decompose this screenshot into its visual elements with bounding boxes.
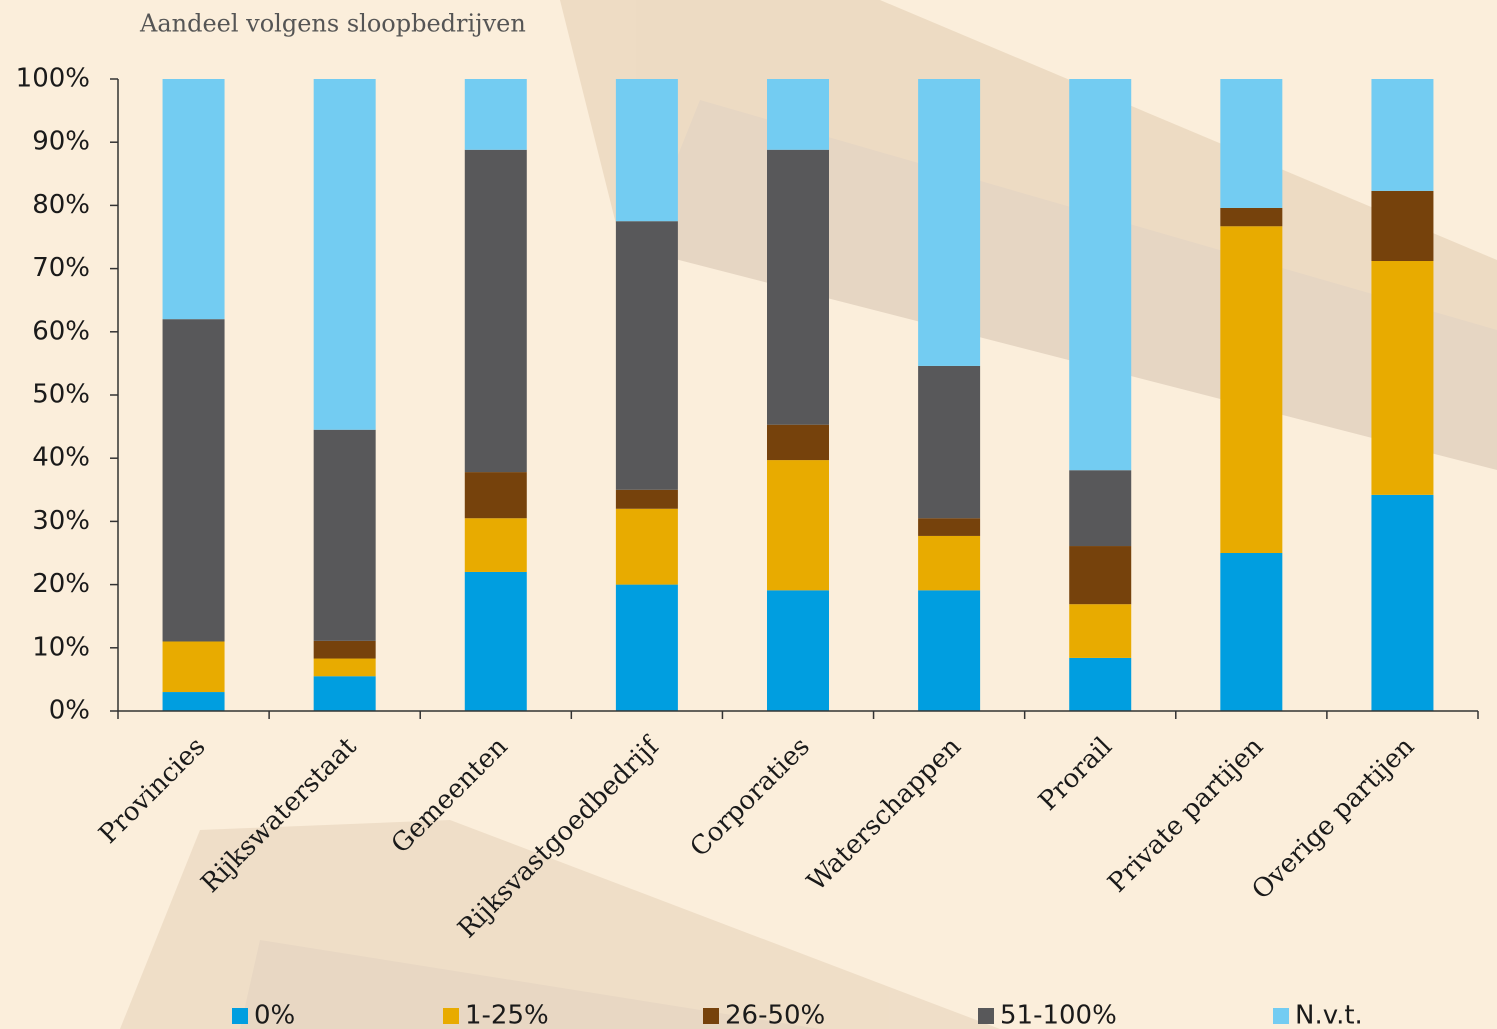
bar-segment (1220, 226, 1283, 554)
bar-segment (767, 424, 829, 461)
y-tick-label: 70% (32, 253, 90, 283)
bar-segment (162, 319, 225, 642)
bar-segment (1220, 553, 1283, 711)
bar-segment (464, 518, 527, 572)
legend-swatch (978, 1008, 994, 1024)
bar-segment (1371, 494, 1434, 711)
legend-label: 26-50% (725, 1001, 825, 1029)
bar-segment (767, 149, 829, 425)
x-tick-label: Prorail (1033, 732, 1118, 817)
bar-segment (767, 590, 829, 711)
bar-segment (918, 518, 981, 536)
bar-segment (918, 590, 981, 711)
y-tick-label: 30% (32, 506, 90, 536)
bar-segment (767, 79, 829, 150)
bar-segment (464, 149, 527, 473)
legend-swatch (1273, 1008, 1289, 1024)
y-tick-label: 60% (32, 316, 90, 346)
bar-segment (1220, 207, 1283, 227)
bar-segment (1220, 79, 1283, 208)
bar-segment (615, 508, 678, 585)
x-tick-label: Corporaties (685, 732, 816, 863)
y-tick-label: 40% (32, 443, 90, 473)
legend-swatch (703, 1008, 719, 1024)
bar-segment (162, 692, 225, 711)
bar-segment (1371, 190, 1434, 262)
bar-segment (1069, 79, 1132, 471)
bar-segment (1371, 79, 1434, 191)
bar-segment (313, 658, 376, 677)
y-tick-label: 10% (32, 632, 90, 662)
legend-label: N.v.t. (1295, 1001, 1363, 1029)
bar-segment (464, 79, 527, 150)
bar-segment (918, 535, 981, 591)
y-tick-label: 0% (49, 696, 90, 726)
x-tick-label: Private partijen (1102, 732, 1269, 899)
bar-segment (1069, 604, 1132, 658)
bar-segment (615, 584, 678, 711)
bar-segment (162, 79, 225, 320)
chart-title: Aandeel volgens sloopbedrijven (139, 10, 526, 38)
bar-segment (615, 489, 678, 509)
bar-segment (1069, 546, 1132, 605)
bar-segment (918, 79, 981, 366)
x-tick-label: Provincies (93, 732, 211, 850)
y-tick-label: 90% (32, 127, 90, 157)
bar-segment (162, 641, 225, 693)
bar-segment (313, 79, 376, 430)
bar-segment (1371, 261, 1434, 495)
bar-segment (1069, 657, 1132, 711)
bar-segment (1069, 470, 1132, 547)
legend-label: 0% (254, 1001, 295, 1029)
legend-swatch (232, 1008, 248, 1024)
legend-swatch (443, 1008, 459, 1024)
y-tick-label: 80% (32, 190, 90, 220)
bar-segment (615, 79, 678, 222)
y-tick-label: 100% (16, 64, 90, 94)
bar-segment (313, 640, 376, 659)
bar-segment (615, 221, 678, 490)
bar-segment (464, 472, 527, 519)
bar-segment (313, 429, 376, 641)
y-tick-label: 50% (32, 380, 90, 410)
legend-label: 51-100% (1000, 1001, 1117, 1029)
bar-segment (918, 365, 981, 519)
x-tick-label: Overige partijen (1246, 732, 1420, 906)
x-tick-label: Waterschappen (802, 732, 968, 898)
bar-segment (464, 571, 527, 711)
y-tick-label: 20% (32, 569, 90, 599)
bar-segment (313, 676, 376, 711)
bar-segment (767, 460, 829, 591)
legend-label: 1-25% (465, 1001, 549, 1029)
